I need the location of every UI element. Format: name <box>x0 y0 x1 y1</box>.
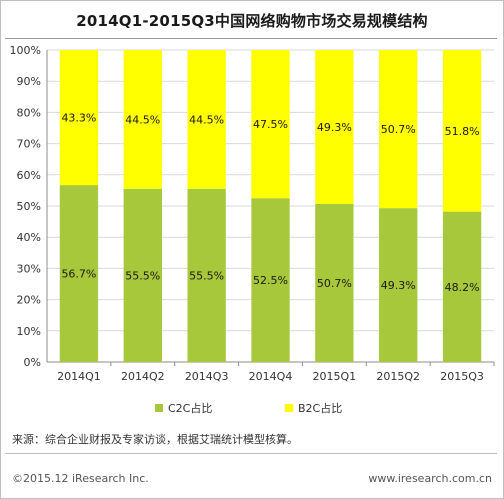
y-tick-label: 60% <box>17 169 41 182</box>
bar-c2c <box>59 185 99 362</box>
legend-swatch-c2c <box>155 404 163 412</box>
y-tick-label: 30% <box>17 262 41 275</box>
bar-b2c <box>315 50 354 204</box>
data-label-b2c: 49.3% <box>317 121 352 134</box>
title-divider <box>5 38 497 39</box>
x-tick-label: 2014Q4 <box>249 370 293 383</box>
bar-b2c <box>123 50 162 189</box>
y-tick-label: 20% <box>17 294 41 307</box>
x-tick-label: 2015Q2 <box>376 370 420 383</box>
data-label-c2c: 52.5% <box>253 274 288 287</box>
legend-swatch-b2c <box>285 404 293 412</box>
bar-c2c <box>379 208 418 362</box>
y-tick-label: 100% <box>10 44 41 57</box>
y-tick-label: 40% <box>17 231 41 244</box>
data-label-b2c: 44.5% <box>189 113 224 126</box>
data-label-b2c: 50.7% <box>381 123 416 136</box>
legend-label-c2c: C2C占比 <box>168 401 212 415</box>
bar-c2c <box>442 211 482 362</box>
y-tick-label: 50% <box>17 200 41 213</box>
bar-c2c <box>315 203 354 362</box>
y-tick-label: 80% <box>17 106 41 119</box>
bar-b2c <box>379 50 418 209</box>
x-tick-label: 2014Q2 <box>121 370 165 383</box>
copyright-text: ©2015.12 iResearch Inc. <box>12 472 149 485</box>
x-tick-label: 2014Q1 <box>57 370 101 383</box>
y-tick-label: 10% <box>17 325 41 338</box>
website-link[interactable]: www.iresearch.com.cn <box>368 472 492 485</box>
y-tick-label: 0% <box>24 356 41 369</box>
x-tick-label: 2014Q3 <box>185 370 229 383</box>
data-label-b2c: 44.5% <box>125 113 160 126</box>
bar-b2c <box>251 50 290 199</box>
data-label-c2c: 48.2% <box>445 281 480 294</box>
data-label-c2c: 55.5% <box>189 269 224 282</box>
data-label-c2c: 56.7% <box>61 268 96 281</box>
footer-divider <box>5 453 497 454</box>
data-label-c2c: 49.3% <box>381 279 416 292</box>
bar-b2c <box>187 50 226 189</box>
data-label-b2c: 47.5% <box>253 118 288 131</box>
source-note: 来源：综合企业财报及专家访谈，根据艾瑞统计模型核算。 <box>12 433 298 446</box>
bar-b2c <box>59 50 99 186</box>
data-label-c2c: 50.7% <box>317 277 352 290</box>
bar-c2c <box>187 188 226 362</box>
y-tick-label: 70% <box>17 138 41 151</box>
x-tick-label: 2015Q1 <box>313 370 357 383</box>
x-tick-label: 2015Q3 <box>440 370 484 383</box>
bar-b2c <box>442 50 482 212</box>
legend-label-b2c: B2C占比 <box>298 401 342 415</box>
data-label-b2c: 43.3% <box>61 112 96 125</box>
bar-c2c <box>251 198 290 362</box>
y-tick-label: 90% <box>17 75 41 88</box>
bar-c2c <box>123 188 162 362</box>
data-label-b2c: 51.8% <box>445 125 480 138</box>
data-label-c2c: 55.5% <box>125 269 160 282</box>
chart-title: 2014Q1-2015Q3中国网络购物市场交易规模结构 <box>76 12 428 30</box>
